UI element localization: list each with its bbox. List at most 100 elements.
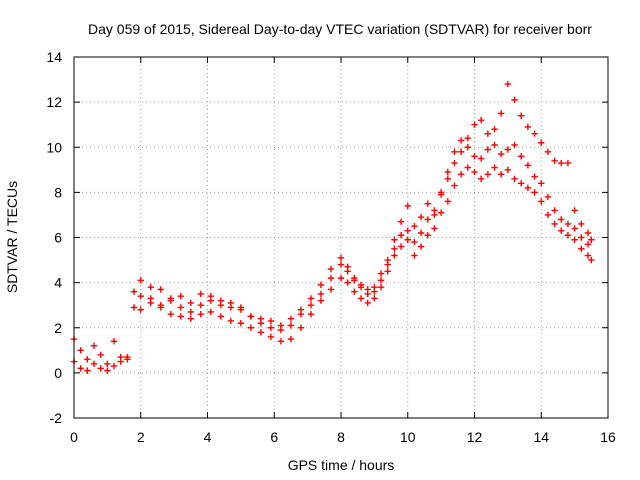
data-point [84,367,91,374]
data-point [518,180,525,187]
data-point [287,322,295,329]
data-point [424,232,431,239]
chart-title: Day 059 of 2015, Sidereal Day-to-day VTE… [88,21,592,37]
data-point [564,232,572,239]
y-tick-label: 12 [46,94,62,110]
data-point [297,311,305,318]
data-point [424,200,431,207]
data-point [491,126,498,133]
data-point [124,353,131,361]
data-point [444,168,451,176]
data-point [157,301,164,309]
data-point [377,270,385,277]
data-point [327,265,335,273]
data-point [391,236,398,243]
data-point [217,313,225,320]
data-point [518,112,525,119]
data-point [337,274,345,282]
data-point [197,301,205,309]
data-point [417,243,425,250]
data-point [371,288,378,295]
data-point [117,358,124,365]
data-point [571,207,578,214]
data-point [404,236,411,243]
data-point [337,261,345,268]
data-point [247,324,255,331]
data-point [207,308,215,316]
data-point [571,225,578,232]
data-point [247,313,255,320]
x-tick-label: 2 [137,429,145,445]
data-point [484,171,492,178]
data-point [207,292,215,300]
data-point [571,236,578,243]
data-point [257,329,265,336]
data-point [187,299,195,307]
data-point [364,290,371,298]
data-point [431,211,438,219]
x-tick-label: 16 [600,429,616,445]
data-point [391,245,398,252]
data-point [277,338,285,345]
data-point [110,362,118,370]
data-point [371,295,378,302]
data-point [137,277,144,284]
data-point [471,121,478,128]
data-point [364,299,371,307]
data-point [584,252,592,259]
data-point [351,277,358,284]
data-point [564,220,572,228]
data-point [531,173,538,180]
data-point [437,209,445,216]
x-tick-label: 10 [400,429,416,445]
data-point [130,304,138,311]
data-point [317,290,325,298]
data-point [137,306,144,313]
data-point [477,155,485,162]
data-point [307,295,315,302]
data-point [327,274,335,282]
data-point [451,182,458,189]
data-point [404,202,411,210]
data-point [444,198,451,205]
data-point [237,304,245,311]
data-point [411,223,418,230]
data-point [130,288,138,295]
data-point [197,311,205,318]
data-point [384,268,391,275]
data-point [317,281,325,289]
data-point [137,292,144,300]
x-axis-label: GPS time / hours [288,457,395,473]
data-point [397,218,405,225]
y-tick-label: 14 [46,49,62,65]
data-point [544,211,552,219]
y-tick-label: 10 [46,139,62,155]
data-point [484,146,492,153]
data-point [384,261,391,268]
x-tick-label: 12 [467,429,483,445]
data-point [147,295,154,302]
data-point [451,159,458,167]
data-point [584,229,592,237]
data-point [457,137,465,144]
data-point [267,317,275,325]
data-point [84,356,91,363]
data-point [344,268,351,275]
data-point [217,297,225,304]
data-point [297,324,305,331]
data-point [351,288,358,295]
data-points [70,80,595,374]
data-point [564,159,572,167]
data-point [424,216,431,223]
data-point [77,347,84,354]
y-tick-label: 8 [54,184,62,200]
data-point [498,110,505,117]
x-tick-label: 6 [270,429,278,445]
data-point [464,144,472,151]
data-point [157,286,164,293]
data-point [104,367,111,374]
data-point [584,241,592,248]
data-point [167,297,174,304]
data-point [197,290,205,298]
